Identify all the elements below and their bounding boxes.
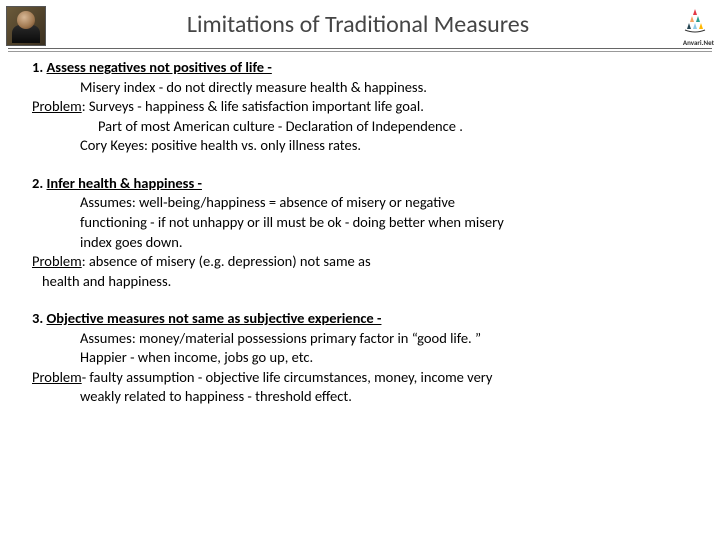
content-body: 1. Assess negatives not positives of lif… <box>0 58 720 407</box>
body-line: functioning - if not unhappy or ill must… <box>32 213 692 233</box>
problem-line: Problem- faulty assumption - objective l… <box>32 368 692 388</box>
section: 1. Assess negatives not positives of lif… <box>32 58 692 156</box>
divider <box>8 51 712 52</box>
body-line: Assumes: well-being/happiness = absence … <box>32 193 692 213</box>
problem-line: Problem: absence of misery (e.g. depress… <box>32 252 692 272</box>
problem-line: Problem: Surveys - happiness & life sati… <box>32 97 692 117</box>
body-line: Assumes: money/material possessions prim… <box>32 329 692 349</box>
brand-label: Anvari.Net <box>683 38 714 47</box>
body-line: Cory Keyes: positive health vs. only ill… <box>32 136 692 156</box>
section: 2. Infer health & happiness -Assumes: we… <box>32 174 692 291</box>
body-line: Misery index - do not directly measure h… <box>32 78 692 98</box>
body-line: Happier - when income, jobs go up, etc. <box>32 348 692 368</box>
divider <box>8 48 712 49</box>
section: 3. Objective measures not same as subjec… <box>32 309 692 407</box>
section-heading: 2. Infer health & happiness - <box>32 174 692 194</box>
body-line: weakly related to happiness - threshold … <box>32 387 692 407</box>
body-line: index goes down. <box>32 233 692 253</box>
section-heading: 1. Assess negatives not positives of lif… <box>32 58 692 78</box>
body-line: health and happiness. <box>32 272 692 292</box>
page-title: Limitations of Traditional Measures <box>46 10 720 39</box>
section-heading: 3. Objective measures not same as subjec… <box>32 309 692 329</box>
avatar <box>6 6 46 46</box>
body-line: Part of most American culture - Declarat… <box>32 117 692 137</box>
logo-icon <box>680 6 710 36</box>
header: Limitations of Traditional Measures Anva… <box>0 0 720 48</box>
